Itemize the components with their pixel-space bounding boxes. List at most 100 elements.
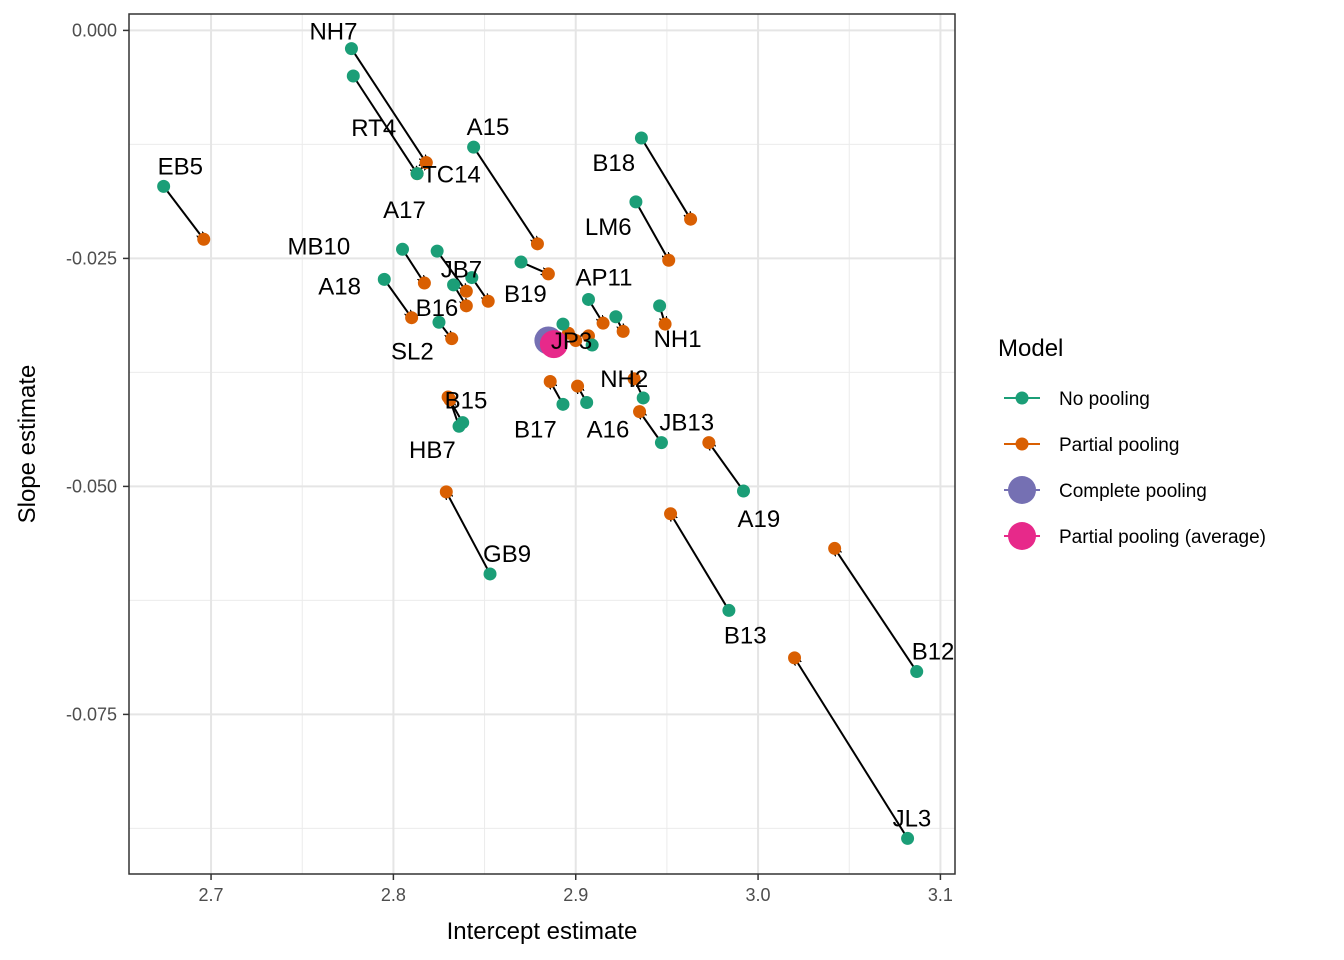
- x-axis-title: Intercept estimate: [447, 918, 638, 945]
- partial-pooling-point: [419, 156, 433, 170]
- partial-pooling-point: [596, 316, 610, 330]
- y-tick-label: -0.025: [66, 248, 117, 268]
- no-pooling-point: [410, 167, 424, 181]
- point-label: A16: [587, 417, 630, 444]
- no-pooling-point: [465, 271, 479, 285]
- no-pooling-point: [722, 603, 736, 617]
- x-tick-label: 2.8: [381, 885, 406, 905]
- x-axis: 2.7 2.8 2.9 3.0 3.1: [199, 874, 953, 905]
- point-label: A15: [467, 114, 510, 141]
- x-tick-label: 3.0: [746, 885, 771, 905]
- point-label: HB7: [409, 437, 456, 464]
- y-tick-label: 0.000: [72, 20, 117, 40]
- no-pooling-point: [585, 338, 599, 352]
- data-points: [157, 42, 924, 845]
- point-label: NH1: [654, 326, 702, 353]
- legend-key-marker: [1015, 437, 1029, 451]
- legend-key-marker: [1008, 522, 1036, 550]
- partial-pooling-point: [664, 507, 678, 521]
- no-pooling-point: [629, 195, 643, 209]
- legend-label: Partial pooling: [1059, 435, 1179, 456]
- point-label: MB10: [288, 233, 351, 260]
- point-label: TC14: [422, 162, 481, 189]
- legend-key-marker: [1008, 476, 1036, 504]
- no-pooling-point: [736, 484, 750, 498]
- point-label: A18: [318, 273, 361, 300]
- legend: Model No pooling Partial pooling Complete …: [998, 335, 1266, 550]
- partial-pooling-point: [702, 436, 716, 450]
- no-pooling-point: [901, 831, 915, 845]
- point-label: JB13: [659, 410, 714, 437]
- partial-pooling-point: [405, 311, 419, 325]
- partial-pooling-average-point: [539, 330, 568, 359]
- point-label: EB5: [158, 153, 203, 180]
- shrinkage-arrow: [635, 201, 669, 260]
- partial-pooling-point: [543, 375, 557, 389]
- no-pooling-point: [556, 317, 570, 331]
- no-pooling-point: [346, 69, 360, 83]
- shrinkage-arrow: [350, 48, 426, 163]
- point-label: GB9: [483, 541, 531, 568]
- shrinkage-arrow: [162, 185, 204, 239]
- partial-pooling-point: [445, 332, 459, 346]
- point-label: A19: [737, 506, 780, 533]
- no-pooling-point: [344, 42, 358, 56]
- panel-background: [129, 14, 955, 874]
- legend-label: No pooling: [1059, 389, 1150, 410]
- point-label: RT4: [351, 115, 396, 142]
- no-pooling-point: [452, 419, 466, 433]
- shrinkage-arrow: [383, 278, 411, 317]
- no-pooling-point: [430, 244, 444, 258]
- no-pooling-point: [556, 397, 570, 411]
- shrinkage-arrow: [352, 75, 417, 174]
- no-pooling-point: [580, 396, 594, 410]
- no-pooling-point: [377, 272, 391, 286]
- point-label: B18: [592, 150, 635, 177]
- point-label: A17: [383, 197, 426, 224]
- y-tick-label: -0.075: [66, 704, 117, 724]
- legend-key-marker: [1015, 391, 1029, 405]
- no-pooling-point: [653, 299, 667, 313]
- no-pooling-point: [514, 255, 528, 269]
- no-pooling-point: [467, 140, 481, 154]
- point-label: B19: [504, 281, 547, 308]
- y-axis: 0.000 -0.025 -0.050 -0.075: [66, 20, 129, 724]
- no-pooling-point: [609, 310, 623, 324]
- point-label: B17: [514, 416, 557, 443]
- point-label: B12: [912, 639, 955, 666]
- panel-border: [128, 13, 956, 875]
- point-labels: NH7 RT4 TC14 EB5 B18 A15 LM6 MB10 A17 JB7 B19 A18 B1…: [158, 19, 955, 833]
- point-label: JL3: [893, 805, 932, 832]
- no-pooling-point: [432, 315, 446, 329]
- y-axis-title: Slope estimate: [14, 365, 41, 524]
- partial-pooling-point: [459, 299, 473, 313]
- x-tick-label: 2.7: [199, 885, 224, 905]
- partial-pooling-point: [684, 212, 698, 226]
- no-pooling-point: [581, 292, 595, 306]
- partial-pooling-point: [828, 541, 842, 555]
- grid-major: [129, 14, 955, 874]
- no-pooling-point: [910, 665, 924, 679]
- legend-title: Model: [998, 335, 1063, 362]
- legend-label: Partial pooling (average): [1059, 527, 1266, 548]
- point-label: AP11: [575, 264, 632, 291]
- point-label: B13: [724, 622, 767, 649]
- point-label: NH2: [600, 366, 648, 393]
- y-tick-label: -0.050: [66, 476, 117, 496]
- partial-pooling-point: [459, 284, 473, 298]
- x-tick-label: 3.1: [928, 885, 953, 905]
- partial-pooling-point: [616, 324, 630, 338]
- no-pooling-point: [447, 278, 461, 292]
- shrinkage-arrow: [446, 492, 491, 575]
- point-label: B15: [445, 388, 488, 415]
- shrinkage-arrow: [401, 248, 425, 283]
- no-pooling-point: [634, 131, 648, 145]
- partial-pooling-point: [541, 267, 555, 281]
- point-label: NH7: [309, 19, 357, 46]
- partial-pooling-point: [788, 651, 802, 665]
- shrinkage-arrow: [671, 514, 730, 611]
- partial-pooling-point: [571, 379, 585, 393]
- shrinkage-arrow: [709, 443, 745, 492]
- no-pooling-point: [654, 436, 668, 450]
